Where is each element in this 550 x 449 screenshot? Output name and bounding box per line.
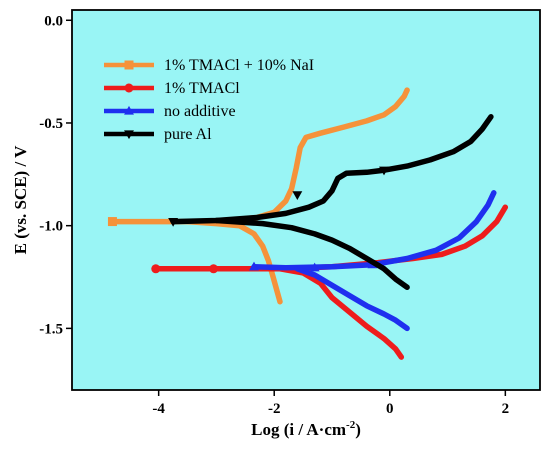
series-1-marker [209, 264, 219, 274]
x-axis-title: Log (i / A·cm-2) [251, 419, 361, 439]
x-axis-title-end: ) [355, 420, 361, 439]
y-tick-label: -0.5 [39, 116, 63, 132]
series-2-marker [309, 262, 320, 272]
series-2-branch-1 [294, 266, 410, 332]
series-2-branch-0 [251, 190, 497, 271]
legend-marker [124, 105, 134, 115]
y-axis-title: E (vs. SCE) / V [11, 145, 30, 255]
series-1-marker [151, 264, 161, 274]
legend-item: 1% TMACl [104, 80, 240, 97]
x-tick-label: 0 [386, 401, 394, 417]
x-axis-title-main: Log (i / A·cm [251, 420, 346, 439]
legend-marker [124, 83, 134, 93]
series-0-marker [107, 217, 117, 227]
series-3-marker [168, 217, 179, 227]
legend: 1% TMACl + 10% NaI 1% TMACl no additive pur… [104, 57, 314, 143]
legend-label: pure Al [164, 126, 212, 143]
x-tick-label: -4 [152, 401, 165, 417]
legend-item: no additive [104, 103, 236, 120]
series-1-branch-1 [277, 266, 405, 360]
series-3-branch-1 [213, 217, 410, 291]
y-tick-label: -1.5 [39, 321, 63, 337]
series-3-branch-0 [170, 114, 494, 225]
series-3 [168, 114, 494, 291]
x-tick-label: -2 [268, 401, 281, 417]
y-tick-label: 0.0 [44, 13, 63, 29]
legend-label: no additive [164, 103, 236, 120]
series-2-marker [249, 261, 259, 271]
series-3-marker [379, 166, 389, 176]
axis-ticks: -4 -2 0 2 0.0 -0.5 -1.0 -1.5 [39, 13, 509, 417]
series-layer [107, 87, 509, 360]
legend-label: 1% TMACl + 10% NaI [164, 57, 314, 74]
series-0-branch-1 [184, 218, 283, 305]
x-tick-label: 2 [502, 401, 510, 417]
legend-label: 1% TMACl [164, 80, 240, 97]
series-3-marker [292, 191, 303, 201]
plot-area [71, 9, 541, 391]
legend-marker [124, 60, 134, 70]
legend-marker [124, 130, 134, 140]
y-tick-label: -1.0 [39, 219, 63, 235]
legend-item: pure Al [104, 126, 212, 143]
x-axis-title-sup: -2 [346, 419, 356, 431]
legend-item: 1% TMACl + 10% NaI [104, 57, 314, 74]
